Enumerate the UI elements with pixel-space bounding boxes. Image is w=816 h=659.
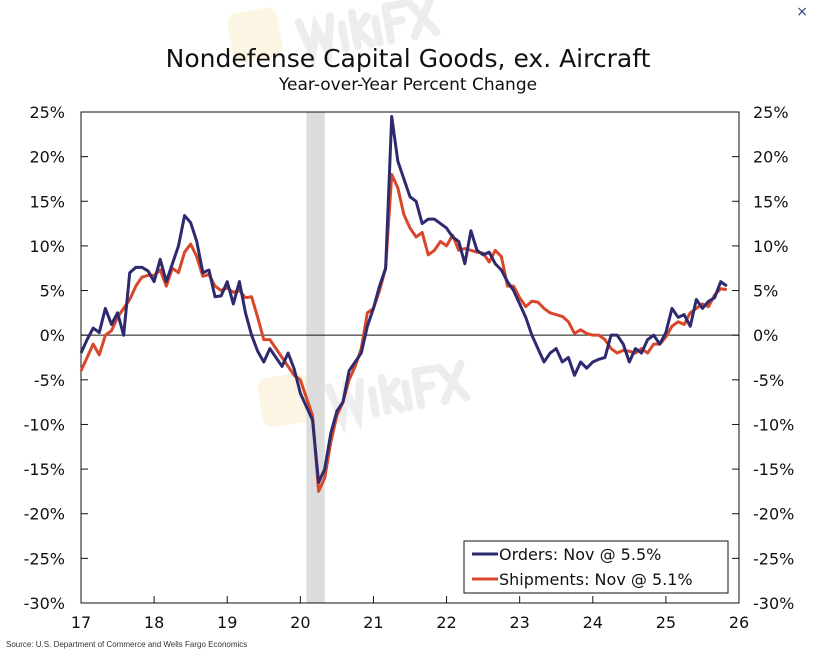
x-tick-label: 25 (656, 613, 676, 632)
watermark-logo (227, 7, 283, 63)
y-tick-label-left: 20% (29, 148, 65, 167)
x-tick-label: 24 (583, 613, 603, 632)
y-tick-label-right: -30% (753, 594, 794, 613)
legend-label: Orders: Nov @ 5.5% (499, 545, 661, 564)
y-tick-label-left: -5% (34, 371, 65, 390)
close-icon[interactable]: × (796, 4, 808, 20)
y-tick-label-right: -20% (753, 505, 794, 524)
legend-label: Shipments: Nov @ 5.1% (499, 570, 693, 589)
x-tick-label: 19 (217, 613, 237, 632)
y-tick-label-right: -15% (753, 460, 794, 479)
plot-frame (80, 111, 740, 604)
y-tick-label-left: -15% (24, 460, 65, 479)
watermark-logo (257, 372, 313, 428)
legend-box (463, 540, 729, 594)
series-line-shipments (79, 172, 728, 493)
y-tick-label-left: -25% (24, 549, 65, 568)
y-tick-label-left: 10% (29, 237, 65, 256)
watermark-lettering (294, 0, 441, 70)
x-tick-label: 18 (144, 613, 164, 632)
y-tick-label-right: 10% (753, 237, 789, 256)
y-tick-label-left: 0% (40, 326, 65, 345)
y-tick-label-right: -25% (753, 549, 794, 568)
x-tick-label: 21 (363, 613, 383, 632)
y-tick-label-left: 25% (29, 103, 65, 122)
x-tick-label: 26 (729, 613, 749, 632)
y-tick-label-left: -10% (24, 415, 65, 434)
y-tick-label-left: -30% (24, 594, 65, 613)
series-line-orders (79, 114, 728, 484)
x-tick-label: 20 (290, 613, 310, 632)
chart-title: Nondefense Capital Goods, ex. Aircraft (165, 44, 651, 73)
x-tick-label: 17 (71, 613, 91, 632)
y-tick-label-left: 5% (40, 282, 65, 301)
recession-shading (306, 112, 325, 603)
source-note: Source: U.S. Department of Commerce and … (6, 640, 248, 649)
y-tick-label-right: 15% (753, 192, 789, 211)
x-tick-label: 23 (509, 613, 529, 632)
y-tick-label-right: 0% (753, 326, 778, 345)
chart-subtitle: Year-over-Year Percent Change (278, 75, 538, 95)
y-tick-label-left: -20% (24, 505, 65, 524)
y-tick-label-right: 25% (753, 103, 789, 122)
x-tick-label: 22 (436, 613, 456, 632)
y-tick-label-right: 20% (753, 148, 789, 167)
y-tick-label-right: -5% (753, 371, 784, 390)
y-tick-label-left: 15% (29, 192, 65, 211)
y-tick-label-right: 5% (753, 282, 778, 301)
y-tick-label-right: -10% (753, 415, 794, 434)
